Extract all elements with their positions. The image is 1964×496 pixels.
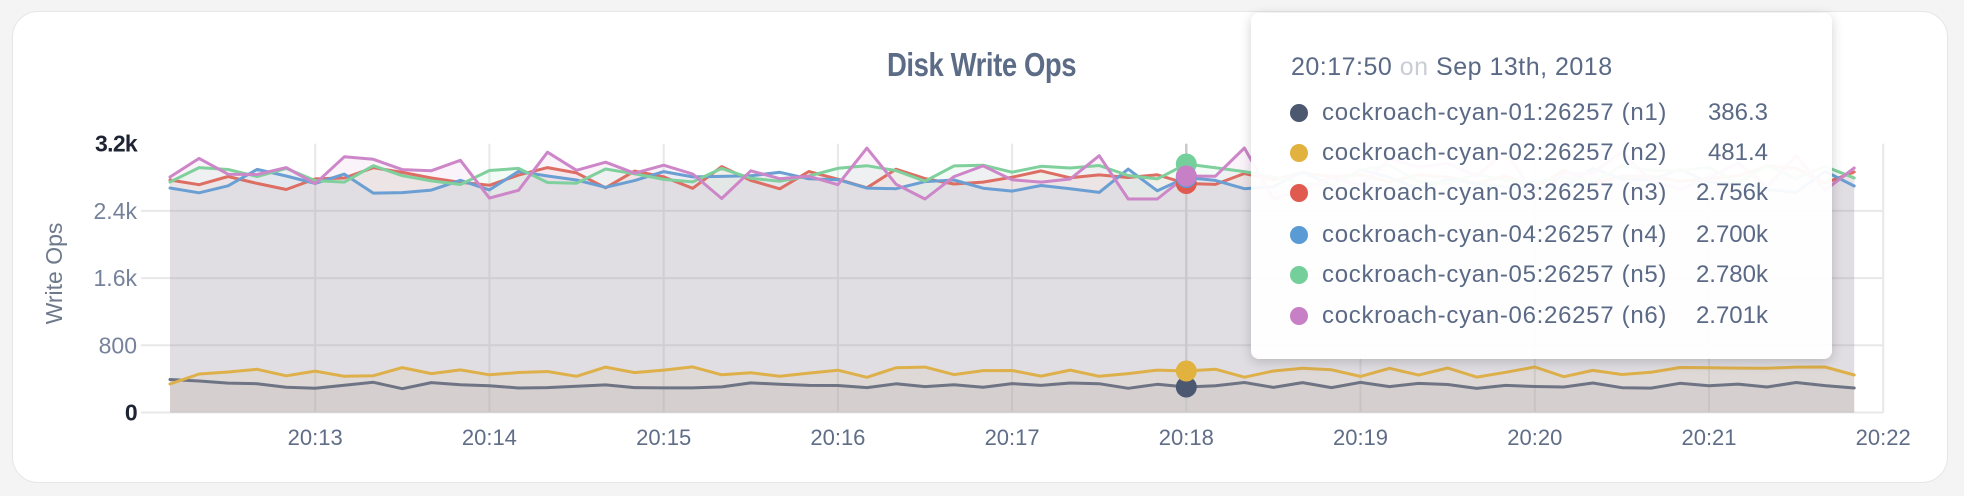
svg-text:3.2k: 3.2k bbox=[95, 131, 138, 157]
svg-text:20:21: 20:21 bbox=[1681, 425, 1736, 450]
svg-text:20:16: 20:16 bbox=[810, 425, 865, 450]
svg-text:20:13: 20:13 bbox=[288, 425, 343, 450]
svg-text:2.4k: 2.4k bbox=[94, 198, 138, 224]
svg-text:20:14: 20:14 bbox=[462, 425, 517, 450]
svg-text:0: 0 bbox=[125, 400, 137, 426]
svg-text:20:15: 20:15 bbox=[636, 425, 691, 450]
svg-text:20:19: 20:19 bbox=[1333, 425, 1388, 450]
svg-text:20:17: 20:17 bbox=[985, 425, 1040, 450]
svg-text:Write Ops: Write Ops bbox=[41, 223, 67, 325]
svg-text:20:20: 20:20 bbox=[1507, 425, 1562, 450]
svg-text:20:22: 20:22 bbox=[1856, 425, 1911, 450]
svg-text:20:18: 20:18 bbox=[1159, 425, 1214, 450]
svg-text:800: 800 bbox=[99, 332, 137, 358]
svg-text:1.6k: 1.6k bbox=[94, 265, 138, 291]
